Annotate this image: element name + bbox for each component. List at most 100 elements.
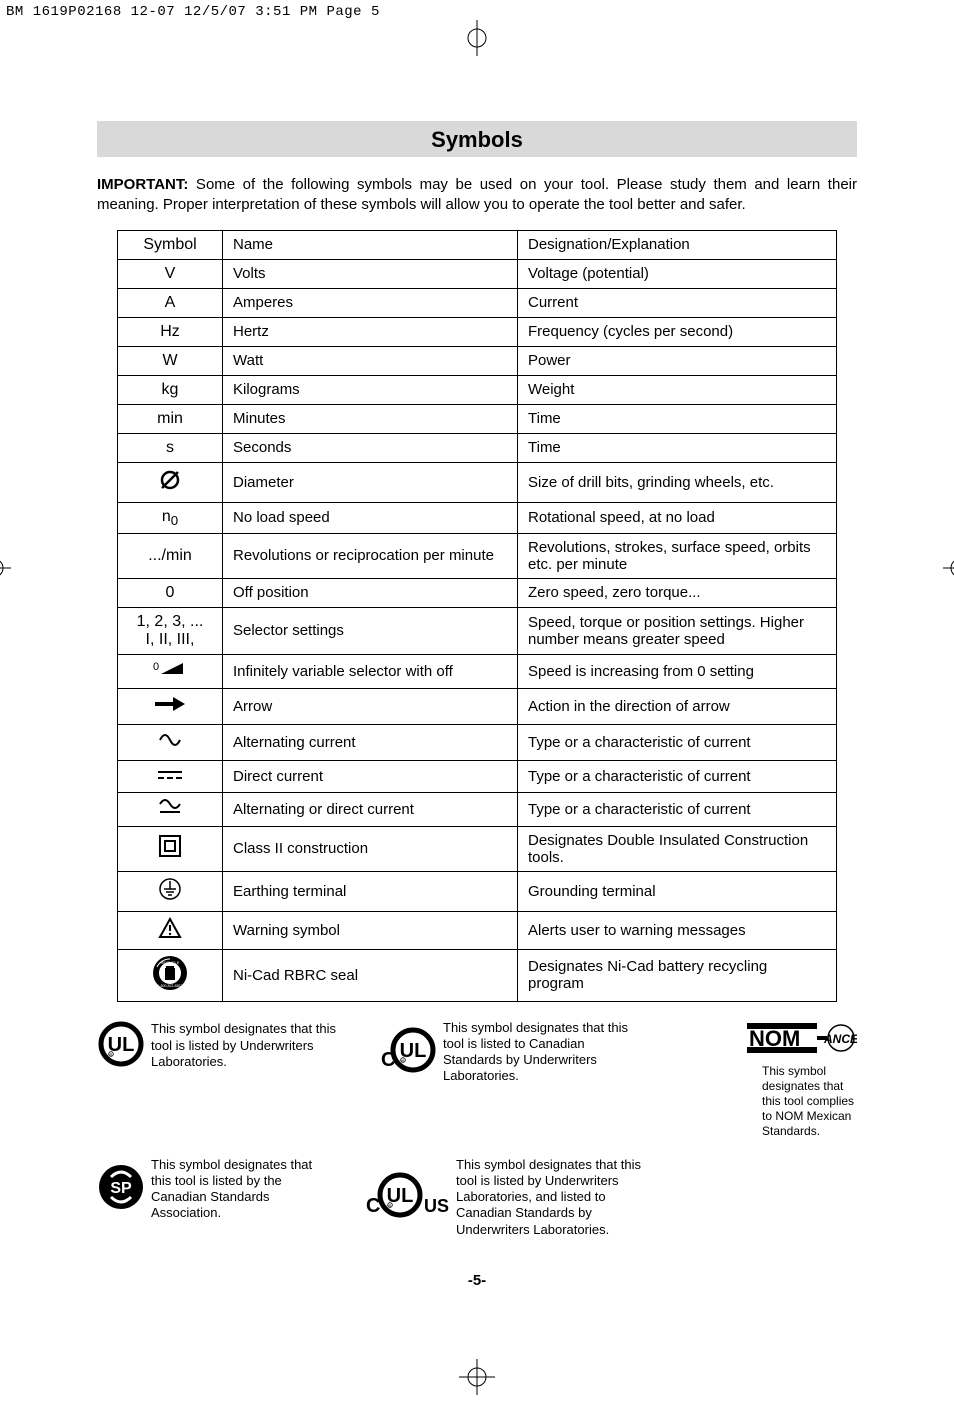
table-row: 1, 2, 3, ...I, II, III,Selector settings… [118,607,837,654]
table-row: ArrowAction in the direction of arrow [118,688,837,724]
table-row: DiameterSize of drill bits, grinding whe… [118,462,837,502]
desc-cell: Alerts user to warning messages [518,911,837,949]
symbol-cell [118,724,223,760]
svg-text:R: R [402,1058,405,1063]
table-row: WWattPower [118,346,837,375]
desc-cell: Rotational speed, at no load [518,502,837,533]
symbol-cell: 1, 2, 3, ...I, II, III, [118,607,223,654]
name-cell: Class II construction [223,826,518,871]
symbol-cell: s [118,433,223,462]
table-row: Direct currentType or a characteristic o… [118,760,837,792]
intro-paragraph: IMPORTANT: Some of the following symbols… [97,175,857,216]
table-row: n0No load speedRotational speed, at no l… [118,502,837,533]
name-cell: Watt [223,346,518,375]
symbol-cell [118,792,223,826]
desc-cell: Power [518,346,837,375]
registration-mark-right [943,551,954,590]
table-row: kgKilogramsWeight [118,375,837,404]
table-row: HzHertzFrequency (cycles per second) [118,317,837,346]
desc-cell: Action in the direction of arrow [518,688,837,724]
symbol-cell: min [118,404,223,433]
registration-mark-top [0,20,954,61]
symbol-cell: A [118,288,223,317]
nom-block: NOM ANCE This symbol designates that thi… [747,1020,857,1139]
symbol-cell: 0 [118,578,223,607]
table-row: Class II constructionDesignates Double I… [118,826,837,871]
table-row: AAmperesCurrent [118,288,837,317]
symbol-cell [118,911,223,949]
registration-mark-bottom [97,1359,857,1400]
desc-cell: Weight [518,375,837,404]
desc-cell: Time [518,433,837,462]
table-row: minMinutesTime [118,404,837,433]
desc-cell: Revolutions, strokes, surface speed, orb… [518,533,837,578]
ul-icon: ULR [97,1020,145,1072]
symbol-cell: .../min [118,533,223,578]
symbol-cell [118,688,223,724]
name-cell: Revolutions or reciprocation per minute [223,533,518,578]
cul-icon: CULR [375,1026,437,1078]
table-row: 0Off positionZero speed, zero torque... [118,578,837,607]
symbol-cell [118,760,223,792]
name-cell: Volts [223,259,518,288]
symbol-cell: V [118,259,223,288]
symbol-cell [118,462,223,502]
header-symbol: Symbol [118,230,223,259]
name-cell: Earthing terminal [223,871,518,911]
desc-cell: Zero speed, zero torque... [518,578,837,607]
svg-text:US: US [424,1196,449,1216]
svg-text:SP: SP [110,1180,132,1197]
ul-block: ULR This symbol designates that this too… [97,1020,351,1072]
name-cell: Arrow [223,688,518,724]
nom-icon: NOM ANCE [747,1020,857,1060]
desc-cell: Speed is increasing from 0 setting [518,654,837,688]
name-cell: Hertz [223,317,518,346]
culus-text: This symbol designates that this tool is… [456,1157,661,1238]
section-title: Symbols [97,121,857,157]
certification-row-2: SP This symbol designates that this tool… [97,1157,857,1238]
symbol-cell: W [118,346,223,375]
certification-row-1: ULR This symbol designates that this too… [97,1020,857,1139]
culus-block: CULRUS This symbol designates that this … [360,1157,661,1238]
desc-cell: Type or a characteristic of current [518,724,837,760]
table-row: Alternating or direct currentType or a c… [118,792,837,826]
svg-text:NOM: NOM [749,1026,800,1051]
desc-cell: Grounding terminal [518,871,837,911]
table-row: Warning symbolAlerts user to warning mes… [118,911,837,949]
name-cell: Direct current [223,760,518,792]
cul-block: CULR This symbol designates that this to… [375,1020,633,1085]
desc-cell: Frequency (cycles per second) [518,317,837,346]
desc-cell: Current [518,288,837,317]
name-cell: Minutes [223,404,518,433]
page-number: -5- [97,1272,857,1289]
desc-cell: Type or a characteristic of current [518,792,837,826]
name-cell: Ni-Cad RBRC seal [223,949,518,1001]
table-row: Earthing terminalGrounding terminal [118,871,837,911]
desc-cell: Designates Double Insulated Construction… [518,826,837,871]
name-cell: Selector settings [223,607,518,654]
desc-cell: Voltage (potential) [518,259,837,288]
desc-cell: Designates Ni-Cad battery recycling prog… [518,949,837,1001]
csa-icon: SP [97,1163,145,1215]
symbol-cell [118,654,223,688]
cul-text: This symbol designates that this tool is… [443,1020,633,1085]
table-row: sSecondsTime [118,433,837,462]
name-cell: Alternating or direct current [223,792,518,826]
symbol-cell: kg [118,375,223,404]
culus-icon: CULRUS [360,1170,450,1224]
name-cell: No load speed [223,502,518,533]
table-row: Ni-Cad RBRC sealDesignates Ni-Cad batter… [118,949,837,1001]
svg-text:R: R [389,1203,392,1208]
ul-text: This symbol designates that this tool is… [151,1021,351,1070]
table-header-row: Symbol Name Designation/Explanation [118,230,837,259]
name-cell: Kilograms [223,375,518,404]
symbol-cell [118,826,223,871]
symbol-cell [118,871,223,911]
registration-mark-left [0,551,11,590]
desc-cell: Speed, torque or position settings. High… [518,607,837,654]
name-cell: Amperes [223,288,518,317]
name-cell: Warning symbol [223,911,518,949]
csa-text: This symbol designates that this tool is… [151,1157,326,1222]
name-cell: Seconds [223,433,518,462]
desc-cell: Size of drill bits, grinding wheels, etc… [518,462,837,502]
